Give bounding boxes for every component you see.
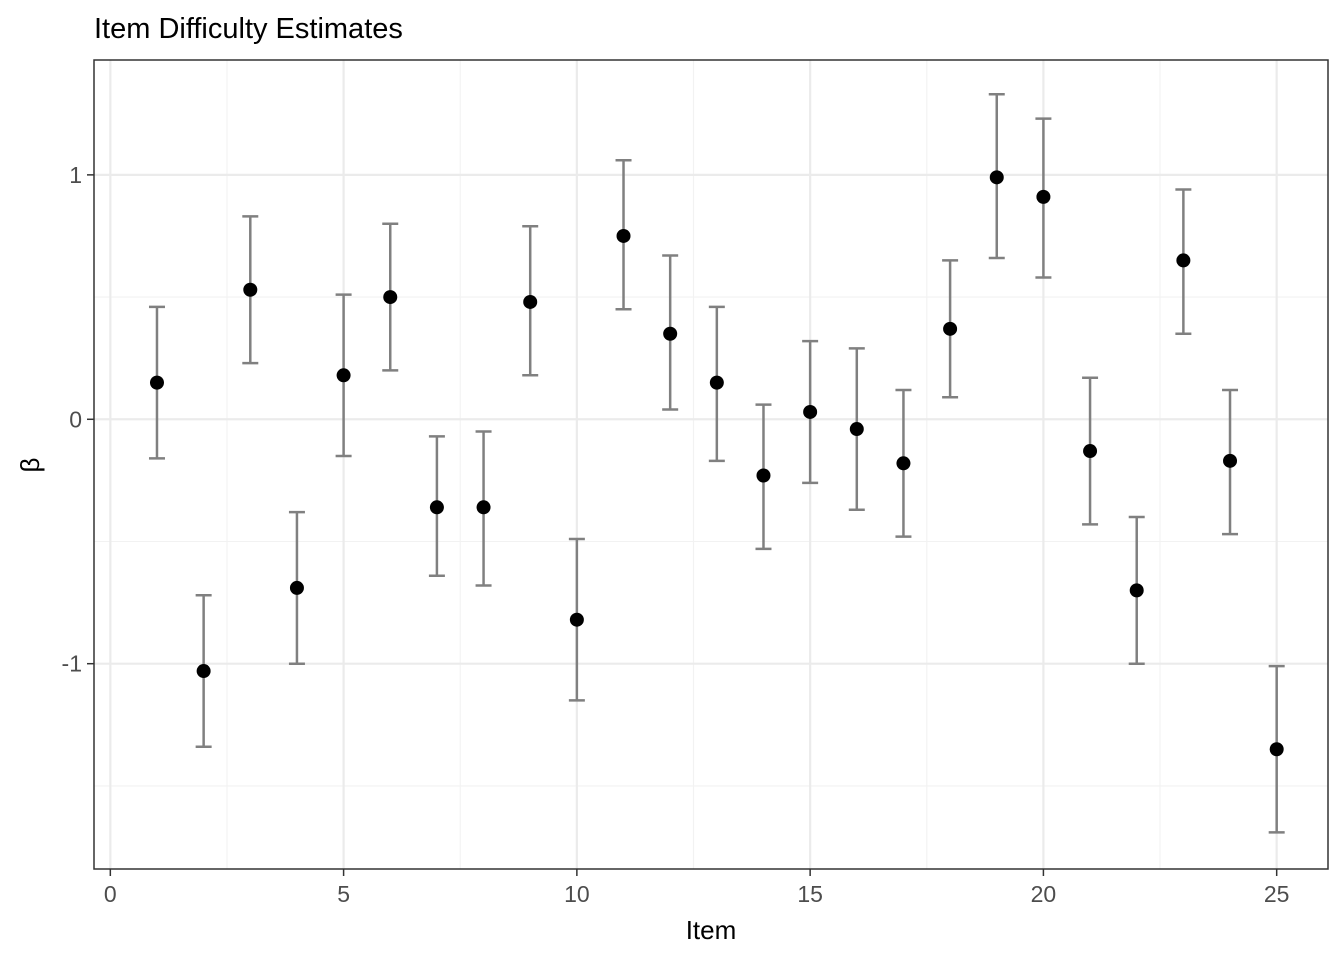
data-point: [149, 375, 164, 390]
data-point: [896, 456, 911, 471]
data-point: [756, 468, 771, 483]
data-point: [663, 326, 678, 341]
data-point: [989, 170, 1004, 185]
y-tick-label: -1: [62, 651, 82, 677]
data-point: [1176, 253, 1191, 268]
data-point: [196, 664, 211, 679]
data-point: [803, 404, 818, 419]
axis-ticks: 0 5 10 15 20 25 -1 0 1: [62, 162, 1290, 907]
data-point: [709, 375, 724, 390]
data-point: [429, 500, 444, 515]
data-point: [476, 500, 491, 515]
data-point: [289, 580, 304, 595]
x-tick-label: 5: [337, 881, 350, 907]
x-tick-label: 0: [104, 881, 117, 907]
data-point: [616, 228, 631, 243]
data-point: [1036, 189, 1051, 204]
y-tick-label: 1: [69, 162, 82, 188]
data-point: [1083, 444, 1098, 459]
data-points: [149, 170, 1284, 757]
data-point: [1223, 453, 1238, 468]
data-point: [1269, 742, 1284, 757]
x-tick-label: 15: [797, 881, 823, 907]
data-point: [943, 321, 958, 336]
data-point: [1129, 583, 1144, 598]
x-tick-label: 10: [564, 881, 590, 907]
y-tick-label: 0: [69, 406, 82, 432]
data-point: [383, 290, 398, 305]
data-point: [569, 612, 584, 627]
x-tick-label: 25: [1264, 881, 1290, 907]
data-point: [849, 422, 864, 437]
data-point: [523, 294, 538, 309]
y-axis-label: β: [15, 458, 45, 473]
chart-title: Item Difficulty Estimates: [94, 13, 403, 45]
panel-border: [93, 59, 1329, 870]
data-point: [243, 282, 258, 297]
x-tick-label: 20: [1031, 881, 1057, 907]
data-point: [336, 368, 351, 383]
x-axis-label: Item: [686, 915, 737, 945]
